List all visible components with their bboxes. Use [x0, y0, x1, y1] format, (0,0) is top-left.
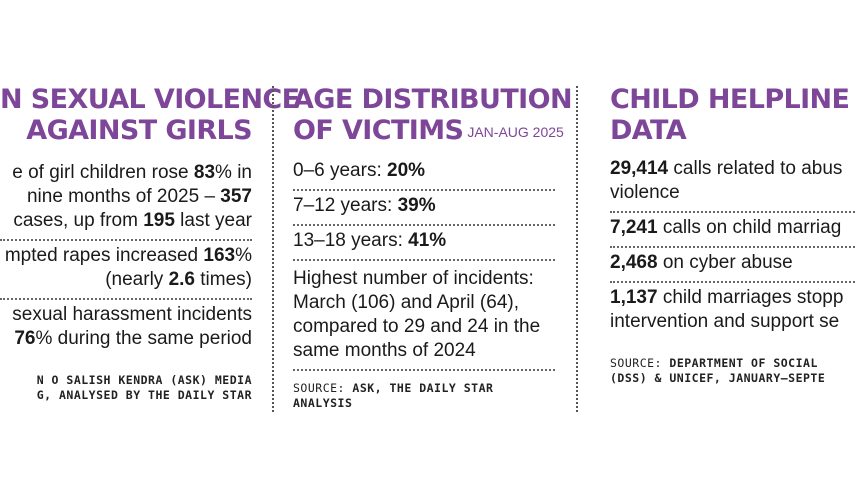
age-distribution-column: AGE DISTRIBUTION OF VICTIMS JAN-AUG 2025 … [293, 84, 573, 411]
source-note: SOURCE: DEPARTMENT OF SOCIAL (DSS) & UNI… [610, 356, 826, 385]
age-group-item: 13–18 years: 41% [293, 226, 555, 261]
column-divider [272, 86, 274, 412]
helpline-stat: 2,468 on cyber abuse [610, 248, 857, 283]
sexual-violence-column: N SEXUAL VIOLENCE AGAINST GIRLS e of gir… [0, 84, 300, 403]
helpline-column: CHILD HELPLINE 10 DATA 29,414 calls rela… [610, 84, 857, 386]
age-group-item: 0–6 years: 20% [293, 156, 555, 191]
helpline-stat: 7,241 calls on child marriag [610, 213, 857, 248]
incidents-note: Highest number of incidents: March (106)… [293, 261, 555, 371]
column-divider [576, 86, 578, 412]
date-range-tag: JAN-AUG 2025 [467, 124, 564, 140]
column-heading: N SEXUAL VIOLENCE AGAINST GIRLS [0, 84, 300, 146]
column-heading: AGE DISTRIBUTION OF VICTIMS JAN-AUG 2025 [293, 84, 573, 146]
source-note: SOURCE: ASK, THE DAILY STAR ANALYSIS [293, 381, 494, 410]
stat-item: e of girl children rose 83% in nine mont… [0, 158, 252, 241]
age-group-item: 7–12 years: 39% [293, 191, 555, 226]
stat-item: mpted rapes increased 163% (nearly 2.6 t… [0, 241, 252, 300]
helpline-stat: 1,137 child marriages stopp intervention… [610, 287, 844, 332]
stat-item: sexual harassment incidents 76% during t… [12, 304, 252, 349]
column-heading: CHILD HELPLINE 10 DATA [610, 84, 857, 146]
source-note: N O SALISH KENDRA (ASK) MEDIA G, ANALYSE… [36, 373, 252, 402]
helpline-stat: 29,414 calls related to abus violence [610, 154, 857, 213]
